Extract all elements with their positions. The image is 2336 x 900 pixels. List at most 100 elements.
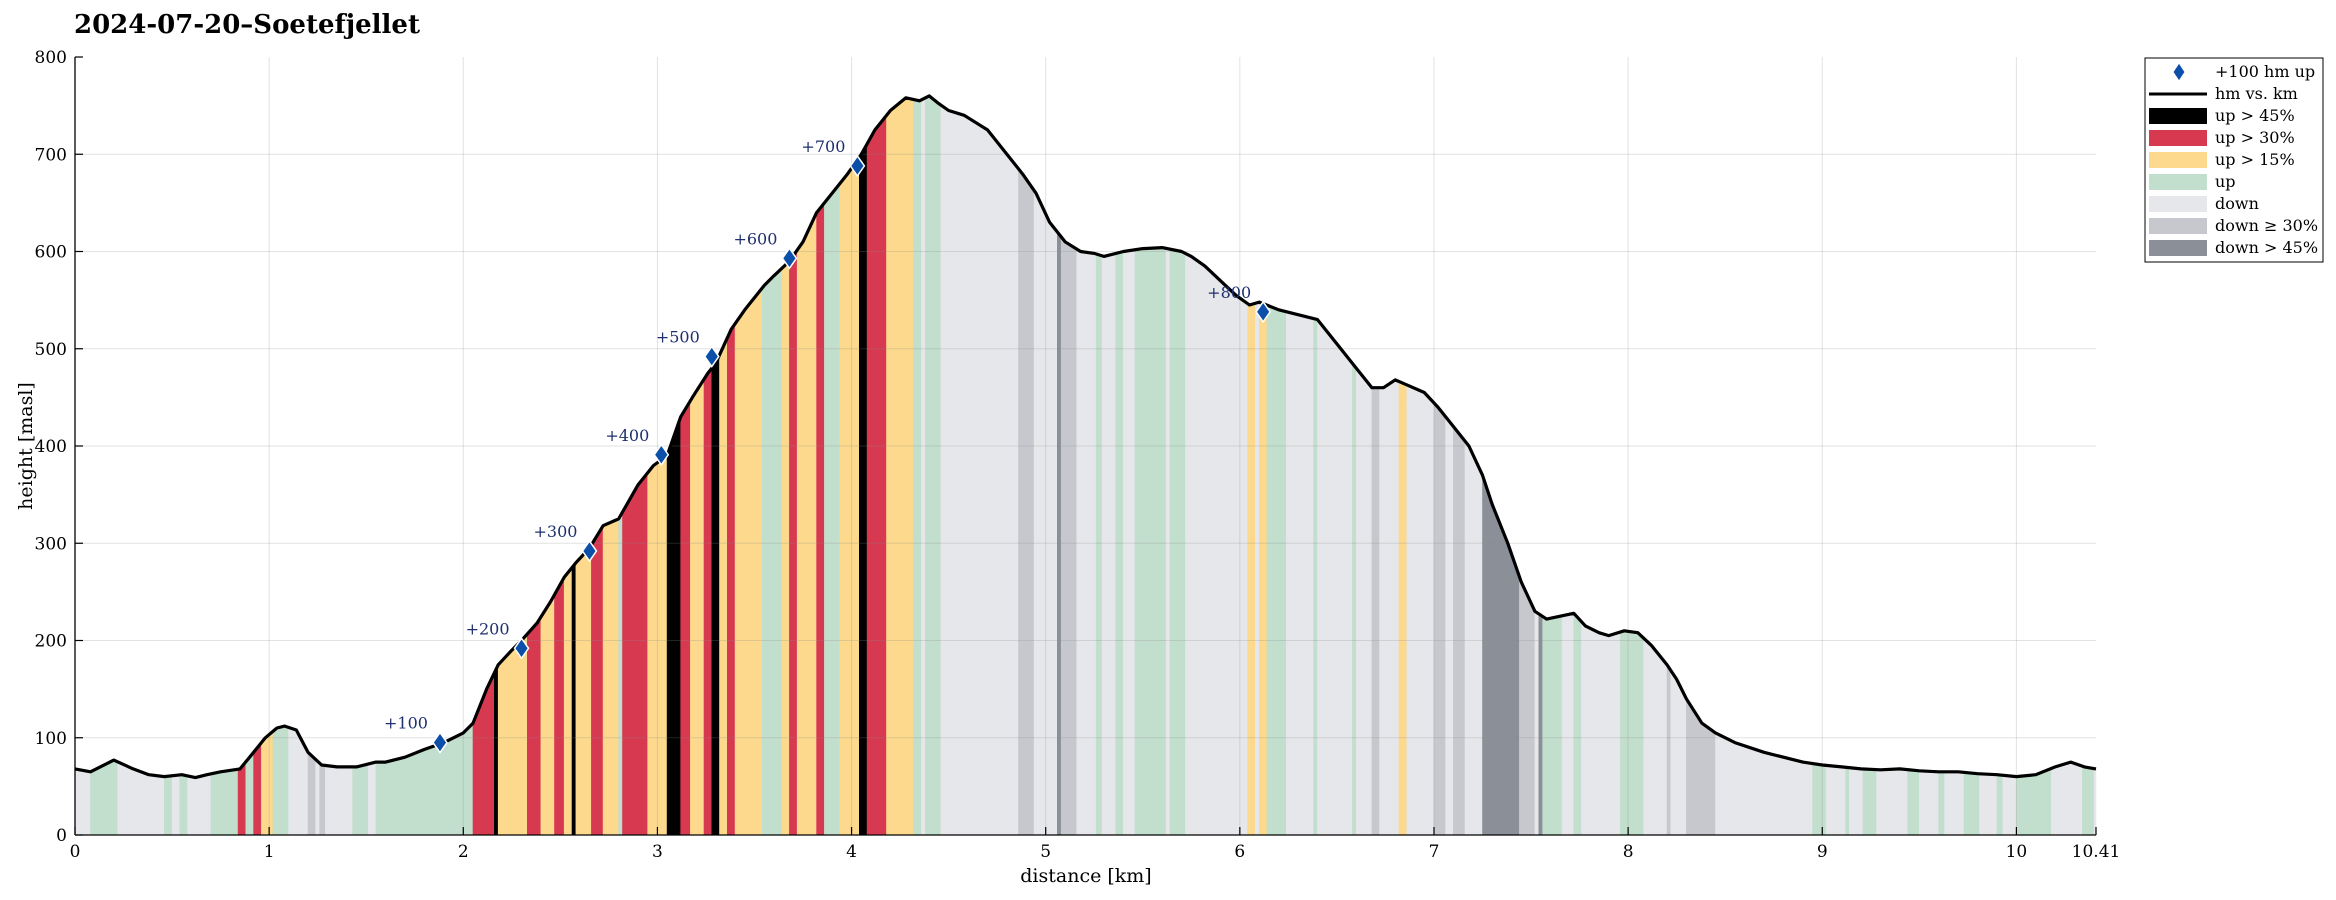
slope-band-down xyxy=(1581,620,1621,836)
y-tick-label: 0 xyxy=(56,826,67,846)
marker-diamond xyxy=(581,539,598,563)
slope-band-down xyxy=(1379,379,1400,836)
marker-diamond xyxy=(1255,300,1272,324)
slope-band-down xyxy=(1356,367,1373,836)
slope-band-down30 xyxy=(1519,576,1536,836)
slope-band-down30 xyxy=(1018,167,1035,836)
marker-diamond xyxy=(432,731,448,754)
slope-band-up xyxy=(1573,612,1582,836)
slope-band-up30 xyxy=(527,615,542,836)
y-tick-label: 300 xyxy=(35,534,67,554)
slope-band-up30 xyxy=(727,322,736,836)
legend-label-down: down xyxy=(2215,194,2259,213)
y-tick-label: 200 xyxy=(35,632,67,652)
marker-diamond xyxy=(781,246,798,270)
marker-label: +700 xyxy=(801,137,845,156)
slope-band-down xyxy=(1101,253,1116,836)
slope-band-down xyxy=(171,774,181,836)
x-tick-label: 4 xyxy=(846,842,857,862)
slope-band-down xyxy=(325,765,353,836)
slope-band-down xyxy=(1944,771,1965,836)
legend-swatch-up45 xyxy=(2149,108,2207,124)
slope-band-down xyxy=(2002,774,2017,836)
slope-band-up15 xyxy=(563,566,573,836)
x-tick-label: 6 xyxy=(1234,842,1245,862)
x-tick-label: 5 xyxy=(1040,842,1051,862)
slope-band-up15 xyxy=(839,156,860,836)
slope-band-up15 xyxy=(886,97,914,836)
slope-band-down xyxy=(2093,768,2097,836)
legend-label-down45: down > 45% xyxy=(2215,238,2318,257)
slope-band-down xyxy=(1165,248,1171,836)
slope-band-down xyxy=(921,97,926,836)
marker-label: +800 xyxy=(1207,283,1251,302)
x-tick-label: 7 xyxy=(1429,842,1440,862)
slope-band-down xyxy=(1317,318,1353,836)
legend-marker-diamond xyxy=(2172,62,2186,82)
slope-band-up xyxy=(618,510,623,836)
grid-lines xyxy=(75,57,2096,835)
slope-band-up xyxy=(1169,248,1186,836)
slope-band-up30 xyxy=(237,760,247,836)
slope-band-down xyxy=(1255,301,1260,836)
slope-band-up xyxy=(925,95,942,836)
slope-band-up30 xyxy=(554,576,565,836)
slope-band-down45 xyxy=(1057,231,1062,836)
legend-label-up45: up > 45% xyxy=(2215,106,2295,125)
slope-band-up xyxy=(1862,768,1877,836)
slope-band-up xyxy=(762,267,782,836)
slope-band-up xyxy=(245,751,254,836)
slope-band-down xyxy=(1445,415,1454,836)
y-axis-label: height [masl] xyxy=(15,382,37,510)
legend-label-down30: down ≥ 30% xyxy=(2215,216,2318,235)
x-tick-label: 1 xyxy=(264,842,275,862)
profile-line-layer xyxy=(74,94,2097,780)
slope-band-up xyxy=(179,774,188,836)
slope-band-up15 xyxy=(1247,302,1256,836)
marker-label: +100 xyxy=(384,714,428,733)
slope-band-down xyxy=(1534,610,1540,836)
slope-band-up xyxy=(2016,768,2052,836)
slope-band-up xyxy=(1266,304,1287,836)
legend-label-up: up xyxy=(2215,172,2236,191)
x-tick-label: 10 xyxy=(2006,842,2028,862)
marker-label: +400 xyxy=(605,426,649,445)
legend-swatch-up15 xyxy=(2149,152,2207,168)
slope-band-up15 xyxy=(575,543,592,836)
marker-label: +300 xyxy=(534,522,578,541)
legend-swatch-up30 xyxy=(2149,130,2207,146)
slope-band-up45 xyxy=(494,664,499,836)
slope-band-up15 xyxy=(540,593,555,836)
slope-band-down xyxy=(367,761,377,836)
slope-band-down xyxy=(1643,637,1668,836)
slope-band-down xyxy=(1123,249,1136,836)
marker-diamond xyxy=(653,443,670,467)
slope-band-down xyxy=(1076,248,1097,836)
slope-band-up xyxy=(1907,769,1920,836)
slope-band-up30 xyxy=(866,114,887,836)
slope-band-up30 xyxy=(680,399,691,836)
slope-band-up15 xyxy=(497,633,528,836)
slope-band-up15 xyxy=(796,212,817,836)
legend-swatch-up xyxy=(2149,174,2207,190)
slope-band-down30 xyxy=(1371,387,1380,836)
slope-band-up15 xyxy=(690,378,705,836)
profile-line xyxy=(74,94,2097,780)
slope-band-up xyxy=(1996,774,2004,836)
x-tick-label: 10.41 xyxy=(2072,842,2121,862)
slope-band-up xyxy=(1812,763,1827,836)
slope-band-up45 xyxy=(711,354,720,836)
slope-band-up xyxy=(1352,362,1357,836)
slope-band-down xyxy=(1561,612,1575,836)
slope-band-up xyxy=(1963,772,1980,836)
slope-band-up15 xyxy=(261,730,274,836)
slope-band-up xyxy=(1845,766,1850,836)
slope-band-up xyxy=(2082,765,2095,836)
slope-band-down xyxy=(940,104,1019,836)
slope-band-up xyxy=(1542,615,1563,836)
y-tick-label: 600 xyxy=(35,243,67,263)
x-axis-label: distance [km] xyxy=(1020,865,1151,887)
slope-band-up45 xyxy=(571,561,577,836)
legend-label-line: hm vs. km xyxy=(2215,84,2298,103)
slope-band-up30 xyxy=(789,249,798,836)
